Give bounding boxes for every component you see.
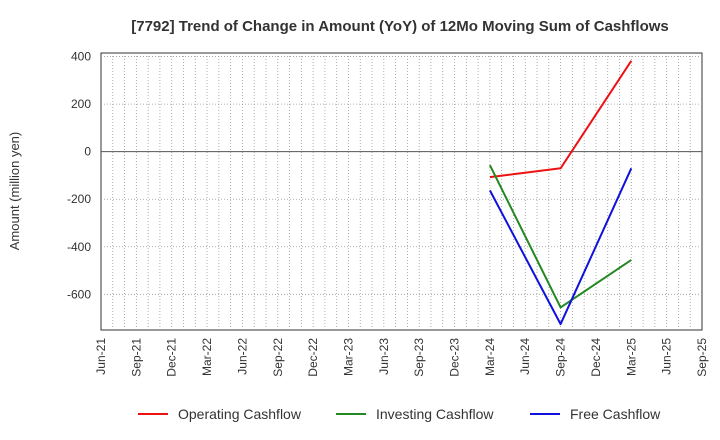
series-line <box>489 60 633 179</box>
x-tick-label: Dec-21 <box>165 338 179 377</box>
x-tick-label: Mar-23 <box>341 338 355 376</box>
y-tick-label: 0 <box>84 145 91 159</box>
y-tick-label: 400 <box>71 50 91 64</box>
x-tick-label: Jun-21 <box>94 338 108 375</box>
x-tick-label: Jun-24 <box>518 338 532 375</box>
x-tick-label: Sep-21 <box>129 338 143 377</box>
legend: Operating Cashflow Investing Cashflow Free… <box>138 406 661 422</box>
axes: 400 200 0 -200 -400 -600 Jun-21 Sep-21 Dec-21 Mar… <box>67 50 709 377</box>
x-tick-label: Dec-23 <box>448 338 462 377</box>
x-tick-label: Mar-24 <box>483 338 497 376</box>
series-line <box>489 167 633 326</box>
legend-label: Free Cashflow <box>570 406 661 422</box>
x-tick-label: Mar-22 <box>200 338 214 376</box>
chart-title: [7792] Trend of Change in Amount (YoY) o… <box>131 18 669 35</box>
legend-label: Investing Cashflow <box>376 406 494 422</box>
x-tick-label: Mar-25 <box>624 338 638 376</box>
y-tick-label: -600 <box>67 287 91 301</box>
grid <box>100 52 703 331</box>
x-tick-label: Jun-23 <box>377 338 391 375</box>
x-tick-label: Sep-22 <box>271 338 285 377</box>
x-tick-label: Sep-25 <box>695 338 709 377</box>
x-tick-label: Sep-23 <box>412 338 426 377</box>
y-tick-label: 200 <box>71 97 91 111</box>
series-line <box>489 164 632 309</box>
x-tick-label: Dec-22 <box>306 338 320 377</box>
y-axis-label: Amount (million yen) <box>7 132 22 251</box>
y-tick-label: -400 <box>67 240 91 254</box>
x-tick-label: Sep-24 <box>554 338 568 377</box>
x-tick-label: Dec-24 <box>589 338 603 377</box>
x-tick-label: Jun-25 <box>660 338 674 375</box>
legend-label: Operating Cashflow <box>178 406 302 422</box>
plot-frame <box>100 52 703 331</box>
series-lines <box>489 60 633 326</box>
x-tick-label: Jun-22 <box>235 338 249 375</box>
y-tick-label: -200 <box>67 192 91 206</box>
